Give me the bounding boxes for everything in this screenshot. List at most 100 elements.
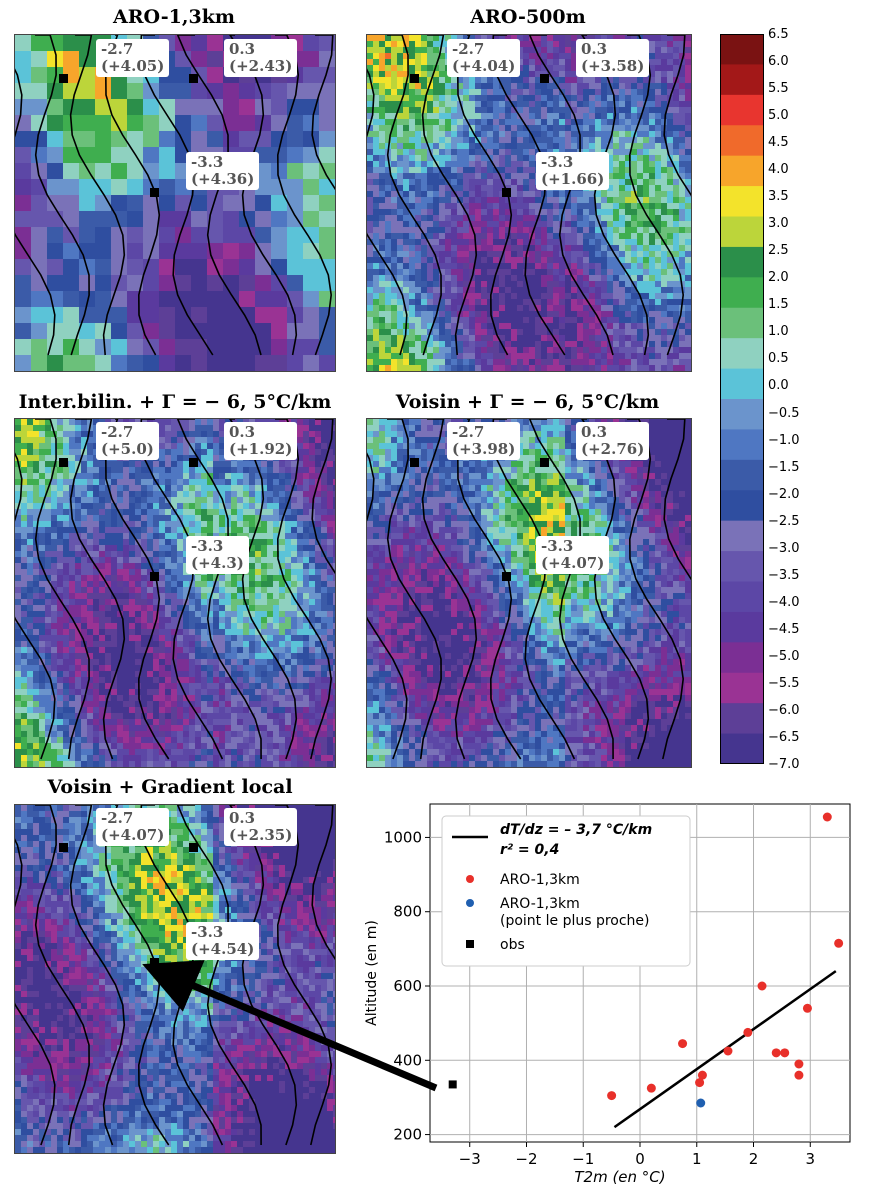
- data-point: [834, 938, 844, 948]
- colorbar-swatch: [720, 216, 764, 248]
- colorbar-tick: 5.0: [768, 108, 789, 124]
- colorbar-swatch: [720, 581, 764, 613]
- legend-series-label: ARO-1,3km: [500, 896, 580, 912]
- station-label-ne: 0.3 (+3.58): [576, 39, 650, 77]
- map-voisin-gamma: [366, 418, 692, 768]
- x-axis-label: T2m (en °C): [574, 1168, 665, 1185]
- colorbar-swatch: [720, 307, 764, 339]
- colorbar-tick: −0.5: [768, 405, 800, 421]
- colorbar-tick: 4.0: [768, 162, 789, 178]
- station-marker: [189, 843, 198, 852]
- legend-marker: [466, 899, 474, 907]
- colorbar-swatch: [720, 125, 764, 157]
- data-point: [696, 1098, 706, 1108]
- colorbar-swatch: [720, 94, 764, 126]
- x-tick-label: −3: [459, 1150, 481, 1168]
- colorbar-swatch: [720, 733, 764, 764]
- legend-series-label: (point le plus proche): [500, 913, 650, 929]
- colorbar-tick: −1.0: [768, 432, 800, 448]
- legend-fit-label: dT/dz = – 3,7 °C/km: [500, 822, 652, 838]
- station-label-nw: -2.7 (+4.07): [96, 808, 170, 846]
- legend: dT/dz = – 3,7 °C/km r² = 0,4 ARO-1,3km ARO-…: [441, 815, 691, 967]
- panel-title-4: Voisin + Γ = − 6, 5°C/km: [395, 391, 660, 413]
- legend-series-label: ARO-1,3km: [500, 872, 580, 888]
- station-label-nw: -2.7 (+4.04): [447, 39, 521, 77]
- legend-marker: [466, 940, 474, 948]
- colorbar-tick: 3.5: [768, 189, 789, 205]
- colorbar-tick-labels: 6.5 6.0 5.5 5.0 4.5 4.0 3.5 3.0 2.5 2.0 1.5 1.0 0.5 0…: [768, 28, 828, 771]
- colorbar-tick: 4.5: [768, 135, 789, 151]
- station-label-center: -3.3 (+4.54): [186, 922, 260, 960]
- data-point: [743, 1027, 753, 1037]
- station-label-ne: 0.3 (+2.43): [224, 39, 298, 77]
- colorbar-tick: −5.5: [768, 675, 800, 691]
- colorbar-swatch: [720, 459, 764, 491]
- data-point: [697, 1070, 707, 1080]
- colorbar-tick: −2.0: [768, 486, 800, 502]
- colorbar-tick: 0.5: [768, 351, 789, 367]
- station-label-nw: -2.7 (+5.0): [96, 422, 159, 460]
- colorbar-tick: −3.5: [768, 567, 800, 583]
- data-point: [802, 1003, 812, 1013]
- data-point: [780, 1048, 790, 1058]
- station-label-center: -3.3 (+4.3): [186, 536, 249, 574]
- panel-title-3: Inter.bilin. + Γ = − 6, 5°C/km: [18, 391, 332, 413]
- colorbar-tick: −6.5: [768, 729, 800, 745]
- station-marker: [540, 74, 549, 83]
- colorbar-tick: 5.5: [768, 81, 789, 97]
- contour-line: [663, 35, 691, 197]
- scatter-plot: −3 −2 −1 0 1 2 3 200 400 600 800 1000 T2m (en °C) Alt…: [364, 803, 851, 1185]
- contour-line: [275, 805, 333, 1146]
- station-label-ne: 0.3 (+2.76): [576, 422, 650, 460]
- colorbar-tick: 3.0: [768, 216, 789, 232]
- station-label-center: -3.3 (+4.36): [186, 152, 260, 190]
- x-tick-label: 1: [692, 1150, 702, 1168]
- station-label-nw: -2.7 (+4.05): [96, 39, 170, 77]
- contour-line: [176, 419, 262, 760]
- colorbar-tick: −7.0: [768, 757, 800, 772]
- colorbar-swatch: [720, 490, 764, 522]
- panel-title-2: ARO-500m: [470, 6, 586, 28]
- colorbar: [720, 34, 764, 764]
- x-tick-label: 2: [749, 1150, 759, 1168]
- station-marker: [189, 74, 198, 83]
- station-label-ne: 0.3 (+2.35): [224, 808, 298, 846]
- y-tick-label: 600: [393, 977, 422, 995]
- colorbar-tick: −5.0: [768, 648, 800, 664]
- contour-line: [15, 68, 56, 356]
- contour-line: [275, 35, 333, 356]
- contour-line: [69, 35, 126, 356]
- x-tick-label: −2: [515, 1150, 537, 1168]
- contour-line: [311, 419, 335, 575]
- map-field: [367, 419, 691, 767]
- data-point: [822, 812, 832, 822]
- station-marker: [189, 458, 198, 467]
- contour-line: [69, 805, 126, 1146]
- station-marker: [59, 74, 68, 83]
- contour-line: [421, 419, 478, 760]
- contour-line: [663, 419, 691, 581]
- x-tick-label: 3: [805, 1150, 815, 1168]
- colorbar-tick: −4.0: [768, 594, 800, 610]
- station-label-ne: 0.3 (+1.92): [224, 422, 298, 460]
- colorbar-swatch: [720, 551, 764, 582]
- station-marker: [410, 458, 419, 467]
- colorbar-swatch: [720, 34, 764, 65]
- colorbar-swatch: [720, 277, 764, 309]
- data-point: [794, 1059, 804, 1069]
- contour-line: [311, 35, 335, 191]
- station-marker: [59, 458, 68, 467]
- y-tick-label: 400: [393, 1051, 422, 1069]
- contour-line: [34, 35, 90, 356]
- colorbar-swatch: [720, 520, 764, 552]
- data-point: [771, 1048, 781, 1058]
- station-label-center: -3.3 (+1.66): [536, 152, 610, 190]
- contour-line: [367, 452, 408, 760]
- y-tick-label: 1000: [384, 828, 422, 846]
- colorbar-swatch: [720, 186, 764, 217]
- colorbar-tick: 1.5: [768, 297, 789, 313]
- y-axis-label: Altitude (en m): [364, 920, 380, 1026]
- contour-line: [421, 35, 478, 356]
- colorbar-swatch: [720, 246, 764, 278]
